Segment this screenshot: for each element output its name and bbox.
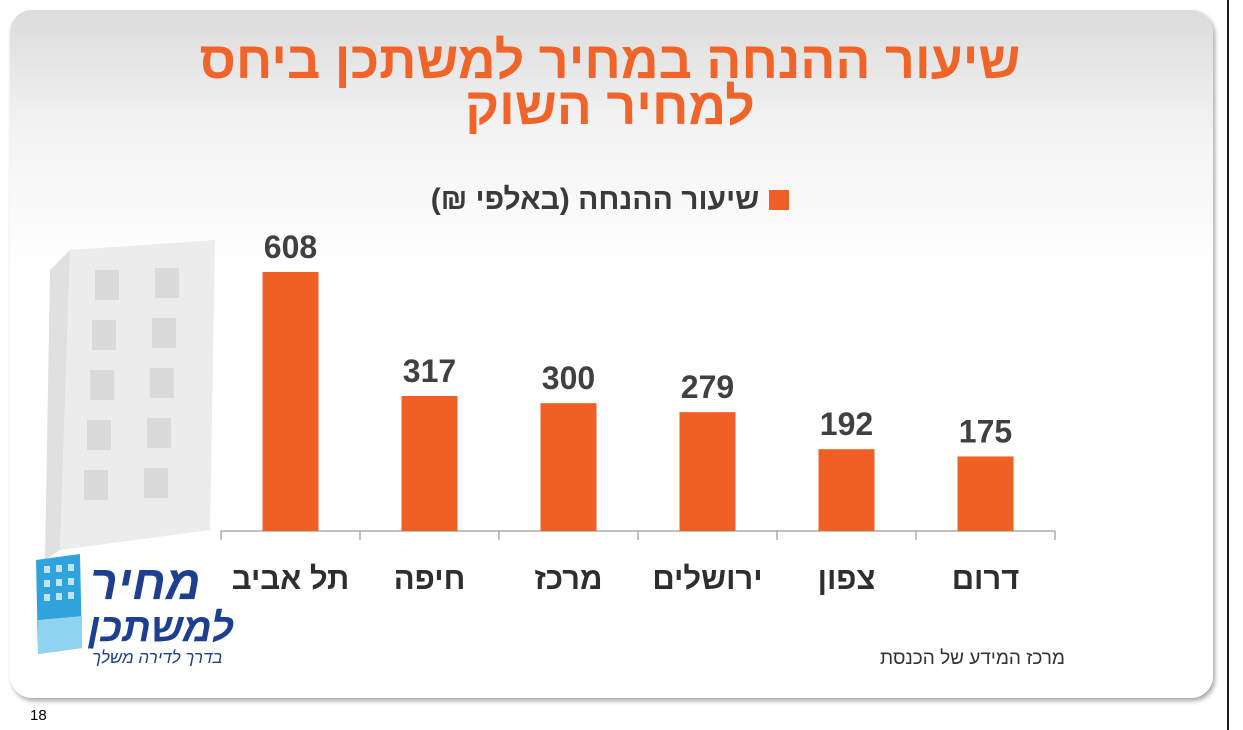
logo-text-line-1: מחיר <box>90 557 201 610</box>
category-label-1: תל אביב <box>232 561 350 596</box>
category-label-3: מרכז <box>535 561 603 596</box>
bar-3 <box>540 403 597 531</box>
data-label-4: 279 <box>681 369 734 405</box>
bar-1 <box>262 272 319 531</box>
data-label-6: 175 <box>959 413 1012 449</box>
title-line-2: למחיר השוק <box>465 78 755 136</box>
logo-tagline: בדרך לדירה משלך <box>92 648 223 667</box>
bar-6 <box>957 456 1014 531</box>
logo-building-icon <box>36 554 82 654</box>
category-label-2: חיפה <box>394 561 466 596</box>
category-label-4: ירושלים <box>652 561 762 596</box>
bar-2 <box>401 395 458 531</box>
data-label-2: 317 <box>403 353 456 389</box>
bar-5 <box>818 449 875 531</box>
data-label-5: 192 <box>820 406 873 442</box>
logo-text-line-2: למשתכן <box>88 606 234 650</box>
legend: שיעור ההנחה (באלפי ₪) <box>400 182 820 218</box>
legend-label: שיעור ההנחה (באלפי ₪) <box>430 183 760 216</box>
logo: מחיר למשתכן בדרך לדירה משלך <box>30 548 234 678</box>
building-watermark-icon <box>45 240 215 560</box>
legend-swatch <box>769 190 790 210</box>
page-number: 18 <box>30 707 47 724</box>
data-label-1: 608 <box>264 229 317 265</box>
category-label-6: דרום <box>952 561 1020 596</box>
right-divider-line <box>1227 0 1229 730</box>
title-line-1: שיעור ההנחה במחיר למשתכן ביחס <box>199 32 1021 90</box>
chart-title: שיעור ההנחה במחיר למשתכן ביחס למחיר השוק <box>60 32 1160 136</box>
category-label-5: צפון <box>818 561 876 596</box>
source-note: מרכז המידע של הכנסת <box>880 648 1065 669</box>
bar-4 <box>679 412 736 531</box>
data-label-3: 300 <box>542 360 595 396</box>
